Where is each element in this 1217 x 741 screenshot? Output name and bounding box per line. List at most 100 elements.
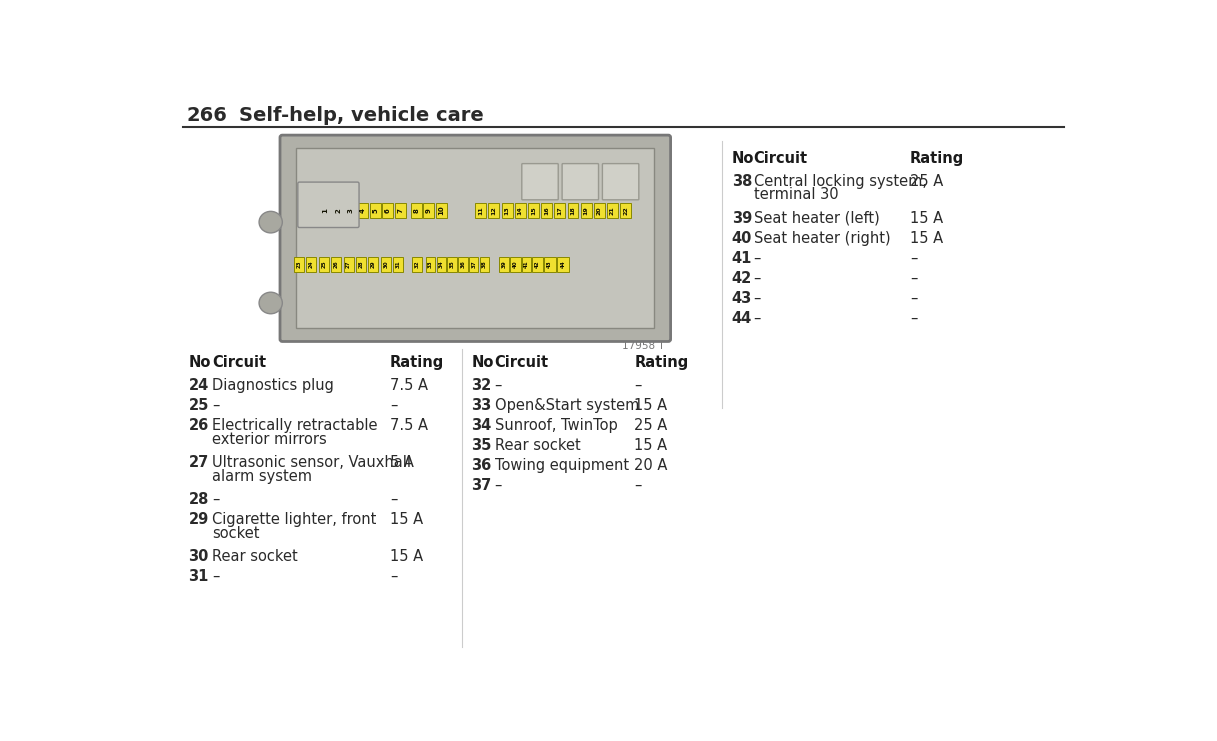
Text: 4: 4 <box>360 208 366 213</box>
Text: 25 A: 25 A <box>634 418 667 433</box>
Text: Rear socket: Rear socket <box>494 438 581 453</box>
Text: 33: 33 <box>428 261 433 268</box>
Text: 17958 T: 17958 T <box>622 341 664 350</box>
Text: 2: 2 <box>335 208 341 213</box>
Bar <box>319 257 329 272</box>
Text: 17: 17 <box>557 206 562 215</box>
Text: Rating: Rating <box>391 355 444 370</box>
Text: 11: 11 <box>478 206 483 215</box>
Text: 39: 39 <box>731 210 752 225</box>
Text: 23: 23 <box>297 261 302 268</box>
Text: alarm system: alarm system <box>212 468 312 484</box>
Text: 15 A: 15 A <box>391 511 424 527</box>
Text: 38: 38 <box>482 261 487 268</box>
Text: Rating: Rating <box>910 150 964 165</box>
Bar <box>394 203 405 219</box>
Text: Circuit: Circuit <box>753 150 808 165</box>
Bar <box>437 257 445 272</box>
Bar <box>369 257 378 272</box>
Text: 27: 27 <box>189 455 209 470</box>
Text: 15 A: 15 A <box>910 210 943 225</box>
Bar <box>459 257 467 272</box>
Bar <box>555 203 565 219</box>
Bar <box>581 203 591 219</box>
Text: 1: 1 <box>323 208 327 213</box>
Bar <box>424 203 434 219</box>
Bar <box>331 257 341 272</box>
Text: Circuit: Circuit <box>494 355 549 370</box>
Text: 20 A: 20 A <box>634 458 668 473</box>
Text: –: – <box>753 290 761 305</box>
Bar <box>381 257 391 272</box>
Bar <box>393 257 403 272</box>
Bar <box>515 203 526 219</box>
Text: –: – <box>910 270 918 285</box>
Text: Ultrasonic sensor, Vauxhall: Ultrasonic sensor, Vauxhall <box>212 455 411 470</box>
Text: 30: 30 <box>189 548 209 564</box>
Bar <box>370 203 381 219</box>
Text: –: – <box>910 250 918 265</box>
Text: –: – <box>494 378 503 393</box>
Text: 36: 36 <box>460 261 465 268</box>
Text: –: – <box>391 398 398 413</box>
Text: 24: 24 <box>309 261 314 268</box>
Text: 33: 33 <box>471 398 492 413</box>
Text: 32: 32 <box>471 378 492 393</box>
Text: –: – <box>391 491 398 507</box>
Text: 10: 10 <box>438 206 444 216</box>
Text: 9: 9 <box>426 208 432 213</box>
Bar <box>355 257 366 272</box>
Text: 7.5 A: 7.5 A <box>391 418 428 433</box>
Text: Electrically retractable: Electrically retractable <box>212 418 377 433</box>
FancyBboxPatch shape <box>280 135 671 342</box>
Bar <box>307 257 316 272</box>
Bar <box>532 257 543 272</box>
Text: 35: 35 <box>471 438 492 453</box>
Bar <box>411 203 422 219</box>
Text: 29: 29 <box>189 511 209 527</box>
Text: 22: 22 <box>623 206 628 215</box>
Text: 15: 15 <box>531 206 535 215</box>
Text: 27: 27 <box>346 261 350 268</box>
Text: –: – <box>212 398 219 413</box>
Bar <box>332 203 343 219</box>
Text: No: No <box>731 150 755 165</box>
Text: socket: socket <box>212 525 259 540</box>
Bar <box>318 203 332 219</box>
Bar <box>567 203 578 219</box>
Text: 30: 30 <box>383 261 388 268</box>
Bar <box>488 203 499 219</box>
Text: 14: 14 <box>517 206 523 215</box>
Text: No: No <box>189 355 211 370</box>
Text: –: – <box>212 568 219 584</box>
Text: –: – <box>753 270 761 285</box>
Text: exterior mirrors: exterior mirrors <box>212 431 326 447</box>
Text: Seat heater (right): Seat heater (right) <box>753 230 890 245</box>
Bar <box>346 203 355 219</box>
Bar <box>436 203 447 219</box>
Text: 28: 28 <box>359 261 364 268</box>
Text: Towing equipment: Towing equipment <box>494 458 629 473</box>
Text: 28: 28 <box>189 491 209 507</box>
Text: –: – <box>910 310 918 326</box>
Text: 31: 31 <box>189 568 209 584</box>
Bar <box>448 257 456 272</box>
Text: No: No <box>471 355 494 370</box>
Text: Open&Start system: Open&Start system <box>494 398 639 413</box>
Text: 26: 26 <box>189 418 209 433</box>
Bar <box>607 203 618 219</box>
Bar <box>295 257 304 272</box>
Ellipse shape <box>259 292 282 313</box>
Text: 25: 25 <box>321 261 326 268</box>
Text: 25 A: 25 A <box>910 173 943 189</box>
Bar <box>358 203 369 219</box>
Text: 35: 35 <box>449 261 455 268</box>
Text: 44: 44 <box>560 261 566 268</box>
Text: 7: 7 <box>397 208 403 213</box>
Text: Sunroof, TwinTop: Sunroof, TwinTop <box>494 418 617 433</box>
Text: 43: 43 <box>548 261 553 268</box>
Text: 31: 31 <box>396 261 400 268</box>
Text: Rear socket: Rear socket <box>212 548 297 564</box>
Bar <box>556 257 570 272</box>
Text: Seat heater (left): Seat heater (left) <box>753 210 879 225</box>
